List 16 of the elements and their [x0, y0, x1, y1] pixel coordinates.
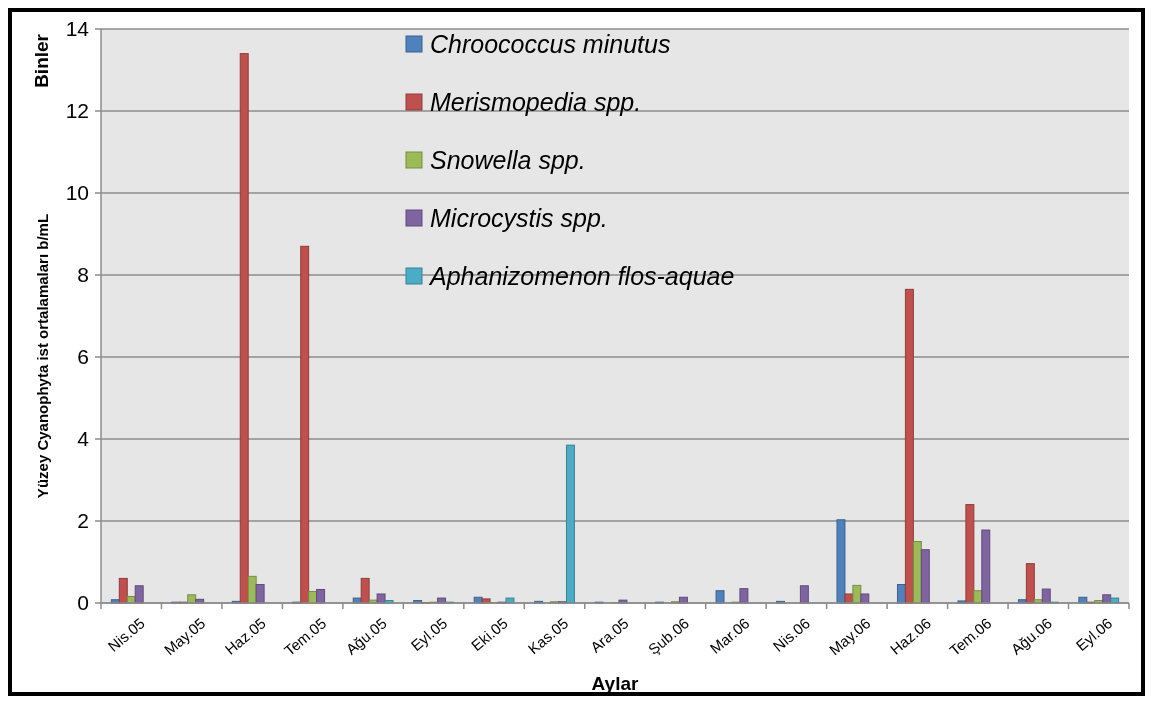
- legend-label: Aphanizomenon flos-aquae: [428, 261, 735, 290]
- y-tick-label: 4: [77, 427, 90, 451]
- legend-label: Microcystis spp.: [430, 203, 608, 232]
- legend-label: Merismopedia spp.: [430, 87, 642, 116]
- y-tick-label: 8: [77, 263, 89, 287]
- text: Binler: [31, 33, 52, 88]
- y-tick-label: 14: [65, 17, 90, 41]
- y-tick-label: 12: [65, 99, 89, 123]
- y-tick-label: 2: [77, 509, 89, 533]
- legend-label: Chroococcus minutus: [430, 29, 671, 58]
- x-axis-title: Aylar: [591, 673, 640, 694]
- y-tick-label: 6: [77, 345, 89, 369]
- legend-label: Snowella spp.: [430, 145, 586, 174]
- y-tick-label: 10: [65, 181, 89, 205]
- y-axis-title: Yüzey Cyanophyta ist ortalamaları b/mL: [34, 213, 51, 499]
- y-tick-label: 0: [77, 591, 89, 615]
